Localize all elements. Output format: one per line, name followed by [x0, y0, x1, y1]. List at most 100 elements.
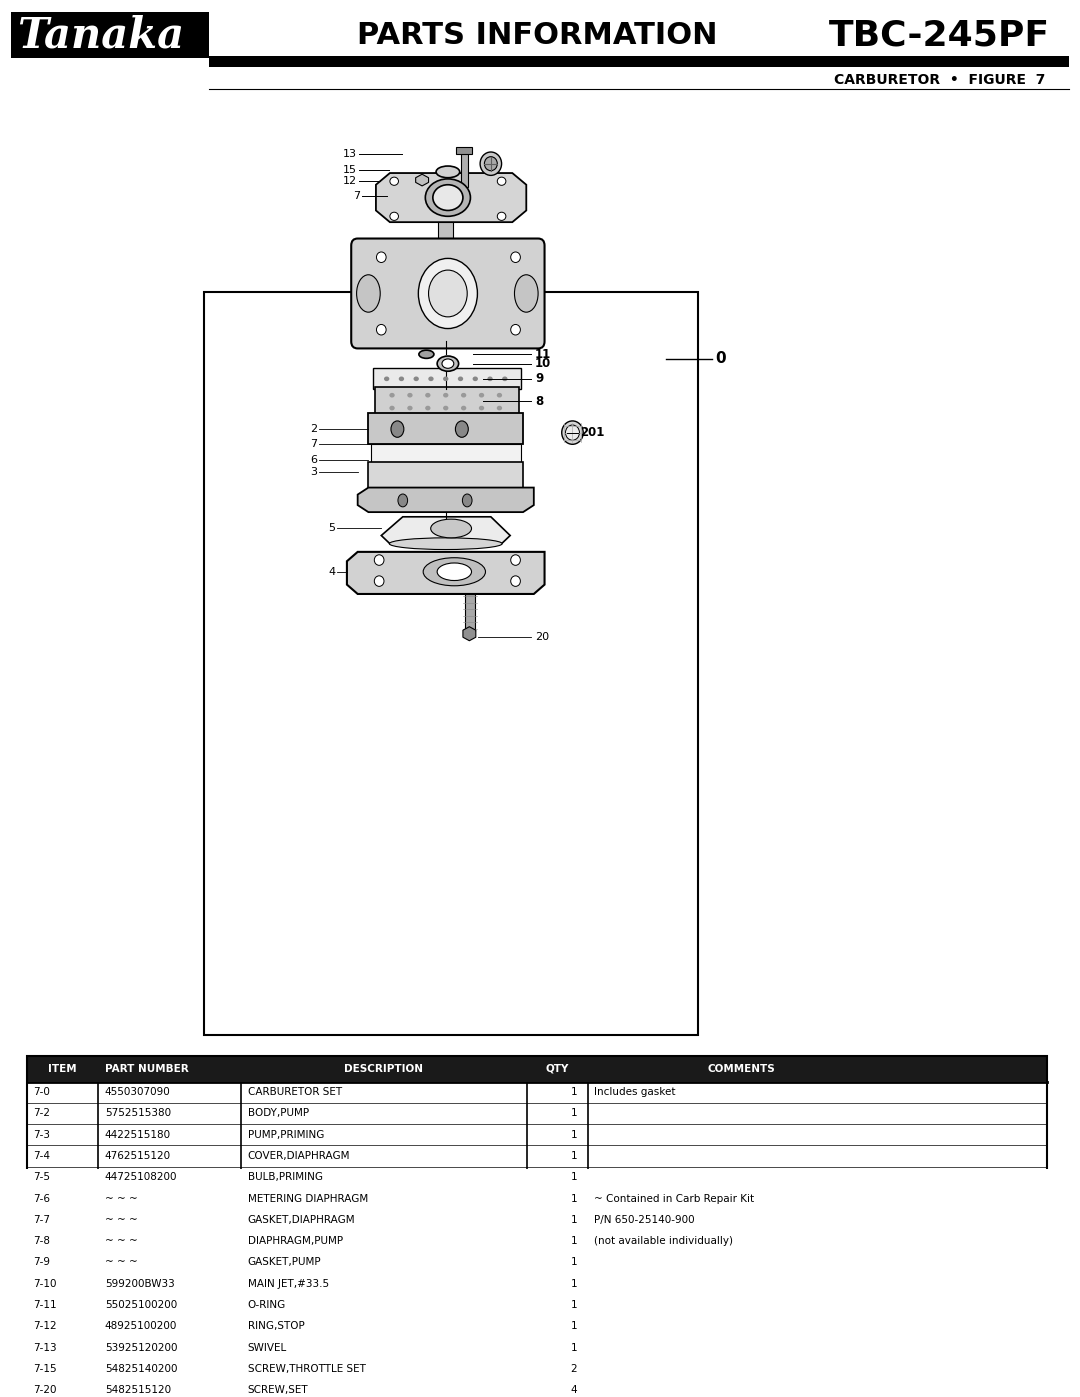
Text: ~ Contained in Carb Repair Kit: ~ Contained in Carb Repair Kit	[594, 1193, 755, 1204]
Text: RING,STOP: RING,STOP	[247, 1322, 305, 1331]
Text: PUMP,PRIMING: PUMP,PRIMING	[247, 1130, 324, 1140]
Ellipse shape	[481, 152, 501, 176]
Bar	[27, 1056, 1048, 1081]
Text: SWIVEL: SWIVEL	[247, 1343, 287, 1352]
Ellipse shape	[497, 212, 505, 221]
Ellipse shape	[511, 324, 521, 335]
Text: 1: 1	[570, 1215, 578, 1225]
Text: (not available individually): (not available individually)	[594, 1236, 733, 1246]
Text: 5: 5	[328, 524, 335, 534]
Text: 1: 1	[570, 1343, 578, 1352]
Ellipse shape	[426, 393, 431, 398]
Text: 0: 0	[715, 352, 726, 366]
Text: 7-4: 7-4	[33, 1151, 51, 1161]
Ellipse shape	[497, 405, 502, 411]
Bar	[457, 147, 472, 154]
Text: BODY,PUMP: BODY,PUMP	[247, 1108, 309, 1119]
Bar	[375, 387, 518, 415]
Bar	[438, 222, 454, 247]
Ellipse shape	[414, 376, 419, 381]
Bar	[368, 462, 523, 488]
Text: 20: 20	[535, 633, 549, 643]
Ellipse shape	[390, 177, 399, 186]
Polygon shape	[347, 552, 544, 594]
Bar	[27, 1316, 1048, 1337]
Text: 1: 1	[570, 1301, 578, 1310]
Ellipse shape	[458, 376, 463, 381]
Ellipse shape	[426, 405, 431, 411]
Ellipse shape	[511, 576, 521, 587]
Bar	[461, 152, 469, 187]
Text: METERING DIAPHRAGM: METERING DIAPHRAGM	[247, 1193, 368, 1204]
Text: 15: 15	[342, 165, 356, 175]
Text: GASKET,DIAPHRAGM: GASKET,DIAPHRAGM	[247, 1215, 355, 1225]
Text: www.tanaka-usa.com: www.tanaka-usa.com	[27, 1148, 138, 1158]
Text: CARBURETOR SET: CARBURETOR SET	[247, 1087, 341, 1097]
Ellipse shape	[436, 166, 460, 177]
Bar	[27, 1081, 1048, 1102]
Text: Includes gasket: Includes gasket	[594, 1087, 676, 1097]
Text: TBC-245PF: TBC-245PF	[829, 18, 1051, 52]
Ellipse shape	[514, 275, 538, 312]
Ellipse shape	[566, 425, 580, 440]
Ellipse shape	[399, 376, 404, 381]
Text: COVER,DIAPHRAGM: COVER,DIAPHRAGM	[247, 1151, 350, 1161]
Text: 201: 201	[580, 426, 605, 439]
Text: 7-8: 7-8	[33, 1236, 51, 1246]
Bar	[27, 1231, 1048, 1252]
Ellipse shape	[433, 184, 463, 211]
Bar	[27, 1379, 1048, 1397]
Text: 7-7: 7-7	[33, 1215, 51, 1225]
Text: BULB,PRIMING: BULB,PRIMING	[247, 1172, 323, 1182]
Text: 7-2: 7-2	[33, 1108, 51, 1119]
Text: 7: 7	[310, 439, 316, 450]
Text: PARTS INFORMATION: PARTS INFORMATION	[356, 21, 717, 49]
Text: 1: 1	[570, 1151, 578, 1161]
Text: 7-12: 7-12	[33, 1322, 57, 1331]
Text: 7-11: 7-11	[33, 1301, 57, 1310]
Text: Page 9: Page 9	[513, 1146, 561, 1160]
Bar	[27, 1210, 1048, 1231]
Polygon shape	[416, 175, 429, 186]
Text: 7-5: 7-5	[33, 1172, 51, 1182]
Bar	[27, 1337, 1048, 1358]
Text: 10: 10	[535, 358, 551, 370]
Ellipse shape	[418, 258, 477, 328]
Ellipse shape	[497, 177, 505, 186]
Bar	[465, 594, 475, 631]
Ellipse shape	[397, 495, 407, 507]
Ellipse shape	[478, 405, 484, 411]
Ellipse shape	[377, 324, 387, 335]
Text: 1: 1	[570, 1087, 578, 1097]
Text: CARBURETOR  •  FIGURE  7: CARBURETOR • FIGURE 7	[834, 73, 1045, 87]
Text: 7-15: 7-15	[33, 1363, 57, 1373]
Bar	[370, 444, 521, 462]
Ellipse shape	[375, 576, 384, 587]
Text: ~ ~ ~: ~ ~ ~	[105, 1236, 137, 1246]
Text: MAIN JET,#33.5: MAIN JET,#33.5	[247, 1278, 328, 1288]
Ellipse shape	[473, 376, 478, 381]
Polygon shape	[357, 488, 534, 513]
Text: 1: 1	[570, 1130, 578, 1140]
Text: 1: 1	[570, 1193, 578, 1204]
Text: GASKET,PUMP: GASKET,PUMP	[247, 1257, 321, 1267]
Text: 44725108200: 44725108200	[105, 1172, 177, 1182]
Bar	[373, 369, 521, 390]
Text: 1: 1	[570, 1322, 578, 1331]
Bar	[368, 412, 523, 444]
Ellipse shape	[461, 393, 467, 398]
Ellipse shape	[375, 555, 384, 566]
Text: 6: 6	[310, 454, 316, 465]
Bar	[27, 1102, 1048, 1125]
Text: 4: 4	[328, 567, 335, 577]
Ellipse shape	[407, 405, 413, 411]
Text: Tanaka: Tanaka	[17, 14, 185, 56]
Ellipse shape	[391, 420, 404, 437]
Ellipse shape	[497, 393, 502, 398]
Ellipse shape	[356, 275, 380, 312]
Bar	[27, 1187, 1048, 1210]
Text: 55025100200: 55025100200	[105, 1301, 177, 1310]
Text: 7-9: 7-9	[33, 1257, 51, 1267]
Text: 8: 8	[535, 394, 543, 408]
Text: 11: 11	[535, 348, 551, 360]
